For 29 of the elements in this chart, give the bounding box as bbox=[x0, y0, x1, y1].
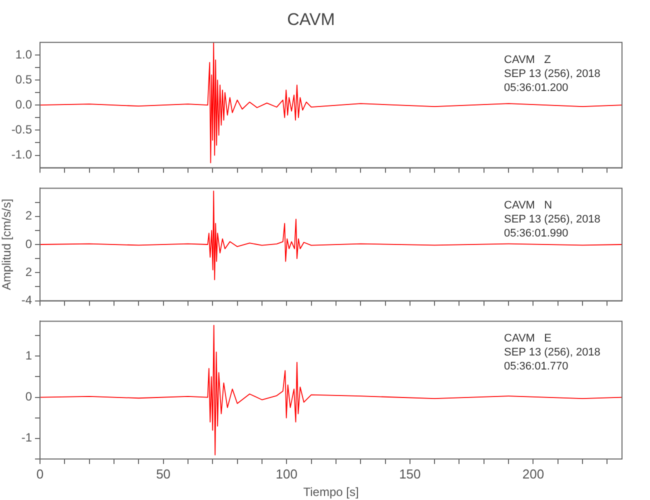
y-tick-label: 0 bbox=[25, 236, 32, 251]
x-axis-title: Tiempo [s] bbox=[303, 485, 359, 500]
annotation: 05:36:01.990 bbox=[504, 228, 568, 240]
annotation: CAVM Z bbox=[504, 54, 552, 66]
x-tick-label: 200 bbox=[522, 466, 544, 482]
y-tick-label: 0 bbox=[25, 390, 32, 404]
x-tick-label: 0 bbox=[36, 466, 44, 482]
x-tick-label: 100 bbox=[276, 466, 298, 482]
y-tick-label: 1.0 bbox=[15, 47, 32, 62]
y-tick-label: 0.5 bbox=[15, 72, 32, 86]
annotation: SEP 13 (256), 2018 bbox=[504, 214, 600, 226]
annotation: SEP 13 (256), 2018 bbox=[504, 68, 600, 80]
annotation: SEP 13 (256), 2018 bbox=[504, 346, 600, 359]
annotation: 05:36:01.200 bbox=[504, 82, 568, 94]
y-tick-label: -1.0 bbox=[11, 148, 32, 162]
annotation: 05:36:01.770 bbox=[504, 360, 568, 373]
y-tick-label: -0.5 bbox=[11, 122, 32, 136]
y-tick-label: -4 bbox=[21, 293, 32, 308]
x-tick-label: 150 bbox=[399, 466, 421, 482]
y-tick-label: 2 bbox=[25, 264, 32, 279]
annotation: CAVM E bbox=[504, 332, 552, 345]
y-tick-label: -1 bbox=[21, 430, 32, 445]
y-axis-title: Amplitud [cm/s/s] bbox=[0, 198, 14, 290]
annotation: CAVM N bbox=[504, 200, 552, 212]
x-tick-label: 50 bbox=[156, 466, 171, 482]
y-tick-label: 2 bbox=[25, 208, 32, 223]
y-tick-label: 0.0 bbox=[15, 97, 32, 112]
y-tick-label: 1 bbox=[25, 348, 32, 362]
chart-title: CAVM bbox=[287, 10, 335, 29]
